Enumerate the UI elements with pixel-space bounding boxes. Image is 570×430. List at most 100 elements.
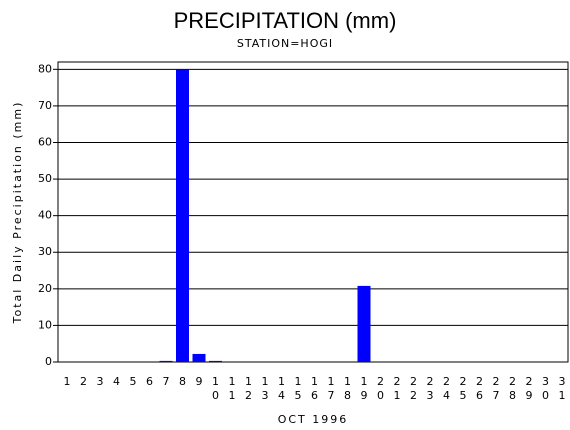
x-tick-digit: 1: [229, 375, 236, 388]
x-tick-digit: 1: [394, 389, 401, 402]
y-tick-label: 60: [38, 135, 52, 148]
x-tick-digit: 7: [328, 389, 335, 402]
x-tick-digit: 5: [130, 375, 137, 388]
x-tick-digit: 6: [146, 375, 153, 388]
x-tick-digit: 3: [542, 375, 549, 388]
x-tick-label: 9: [196, 375, 203, 388]
y-tick-label: 40: [38, 209, 52, 222]
x-tick-digit: 6: [476, 389, 483, 402]
x-tick-digit: 2: [394, 375, 401, 388]
chart-subtitle: STATION=HOGI: [237, 37, 333, 50]
y-tick-label: 70: [38, 99, 52, 112]
x-tick-digit: 1: [245, 375, 252, 388]
x-tick-digit: 1: [344, 375, 351, 388]
x-tick-digit: 2: [410, 389, 417, 402]
x-tick-digit: 6: [311, 389, 318, 402]
y-axis-label: Total Daily Precipitation (mm): [11, 101, 24, 325]
x-tick-digit: 2: [80, 375, 87, 388]
x-tick-digit: 3: [97, 375, 104, 388]
x-tick-digit: 1: [328, 375, 335, 388]
y-tick-label: 20: [38, 282, 52, 295]
x-tick-digit: 2: [493, 375, 500, 388]
x-tick-digit: 1: [361, 375, 368, 388]
x-tick-digit: 1: [64, 375, 71, 388]
bar: [176, 69, 189, 362]
y-tick-label: 30: [38, 245, 52, 258]
x-tick-digit: 7: [163, 375, 170, 388]
x-tick-digit: 7: [493, 389, 500, 402]
x-tick-digit: 1: [295, 375, 302, 388]
x-tick-digit: 2: [460, 375, 467, 388]
x-tick-label: 4: [113, 375, 120, 388]
x-axis-label: OCT 1996: [278, 413, 349, 426]
x-tick-digit: 0: [212, 389, 219, 402]
x-tick-digit: 8: [179, 375, 186, 388]
x-tick-label: 2: [80, 375, 87, 388]
y-tick-label: 50: [38, 172, 52, 185]
bar: [209, 360, 222, 362]
x-tick-digit: 8: [344, 389, 351, 402]
x-tick-digit: 3: [427, 389, 434, 402]
x-tick-label: 7: [163, 375, 170, 388]
x-tick-digit: 5: [460, 389, 467, 402]
x-tick-digit: 9: [196, 375, 203, 388]
x-tick-digit: 9: [526, 389, 533, 402]
x-tick-digit: 1: [559, 389, 566, 402]
y-tick-label: 10: [38, 318, 52, 331]
x-tick-digit: 4: [278, 389, 285, 402]
x-tick-label: 5: [130, 375, 137, 388]
x-tick-digit: 1: [229, 389, 236, 402]
x-tick-digit: 4: [113, 375, 120, 388]
x-tick-digit: 3: [559, 375, 566, 388]
x-tick-label: 8: [179, 375, 186, 388]
bar: [357, 285, 371, 362]
x-tick-digit: 1: [311, 375, 318, 388]
y-tick-label: 0: [45, 355, 52, 368]
x-tick-digit: 8: [509, 389, 516, 402]
bar: [159, 360, 173, 362]
chart-title: PRECIPITATION (mm): [174, 8, 397, 33]
x-tick-digit: 2: [443, 375, 450, 388]
x-tick-digit: 0: [377, 389, 384, 402]
x-tick-digit: 3: [262, 389, 269, 402]
x-tick-label: 3: [97, 375, 104, 388]
x-tick-digit: 5: [295, 389, 302, 402]
x-tick-digit: 9: [361, 389, 368, 402]
x-tick-label: 1: [64, 375, 71, 388]
y-tick-label: 80: [38, 62, 52, 75]
x-tick-label: 6: [146, 375, 153, 388]
x-tick-digit: 2: [410, 375, 417, 388]
x-tick-digit: 2: [526, 375, 533, 388]
x-tick-digit: 2: [427, 375, 434, 388]
x-tick-digit: 2: [377, 375, 384, 388]
bar: [192, 353, 206, 362]
x-tick-digit: 2: [476, 375, 483, 388]
plot-frame: [57, 61, 569, 363]
x-tick-digit: 0: [542, 389, 549, 402]
x-tick-digit: 1: [212, 375, 219, 388]
